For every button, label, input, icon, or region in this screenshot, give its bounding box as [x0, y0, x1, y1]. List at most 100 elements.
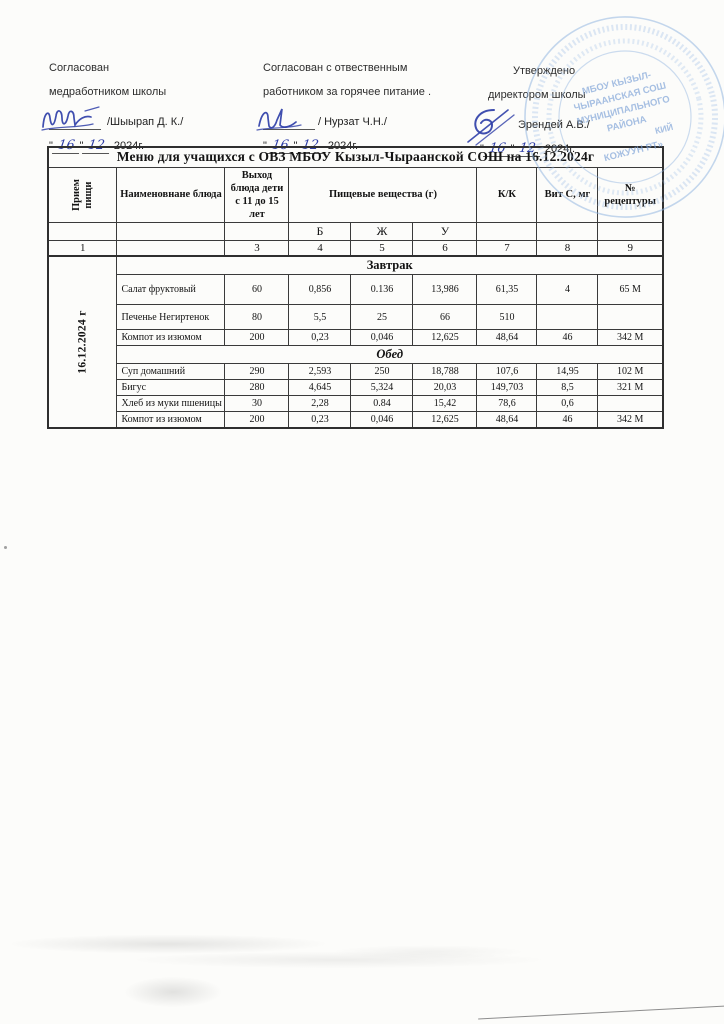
header-label: пищи: [82, 181, 94, 209]
signatory-name: /Шыырап Д. К./: [107, 116, 184, 128]
cell-fat: 0,046: [350, 411, 414, 428]
cell-carbs: 12,625: [412, 329, 478, 346]
table-row: Печенье Негиртенок 80 5,5 25 66 510: [48, 304, 664, 330]
handwritten-signature-icon: [256, 108, 302, 131]
signature-line: [263, 129, 315, 130]
cell-recipe: [597, 304, 664, 330]
cell-recipe: 342 М: [597, 411, 664, 428]
menu-table: Меню для учащихся с ОВЗ МБОУ Кызыл-Чыраа…: [47, 146, 664, 429]
cell-fat: 0.136: [350, 274, 414, 305]
approval-block-director: Утверждено директором школы Эрендей А.В.…: [467, 65, 668, 157]
cell-vitc: 4: [536, 274, 599, 305]
header-protein: Б: [288, 222, 352, 241]
column-number: 8: [536, 240, 599, 257]
handwritten-signature-icon: [41, 106, 100, 131]
cell-recipe: 342 М: [597, 329, 664, 346]
table-title: Меню для учащихся с ОВЗ МБОУ Кызыл-Чыраа…: [47, 146, 664, 168]
handwritten-signature-icon: [467, 109, 515, 146]
cell-yield: 290: [224, 363, 290, 380]
cell-kcal: 48,64: [476, 329, 538, 346]
cell-dish: Салат фруктовый: [116, 274, 226, 305]
table-row: Бигус 280 4,645 5,324 20,03 149,703 8,5 …: [48, 379, 664, 396]
section-lunch: Обед: [116, 345, 664, 364]
cell-fat: 25: [350, 304, 414, 330]
header-vitc: Вит С, мг: [536, 166, 599, 223]
cell-kcal: 78,6: [476, 395, 538, 412]
empty-cell: [116, 222, 226, 241]
approval-line: Утверждено: [513, 65, 576, 77]
cell-protein: 2,28: [288, 395, 352, 412]
cell-kcal: 510: [476, 304, 538, 330]
approval-line: работником за горячее питание .: [263, 86, 432, 98]
column-number: 6: [412, 240, 478, 257]
cell-protein: 4,645: [288, 379, 352, 396]
cell-dish: Компот из изюмом: [116, 329, 226, 346]
cell-kcal: 48,64: [476, 411, 538, 428]
cell-vitc: [536, 304, 599, 330]
cell-vitc: 14,95: [536, 363, 599, 380]
table-row: Салат фруктовый 60 0,856 0.136 13,986 61…: [48, 274, 664, 305]
cell-recipe: 65 М: [597, 274, 664, 305]
cell-recipe: [597, 395, 664, 412]
rotated-date-label: 16.12.2024 г: [76, 310, 89, 374]
approval-line: Согласован: [49, 62, 110, 74]
cell-kcal: 149,703: [476, 379, 538, 396]
header-fat: Ж: [350, 222, 414, 241]
empty-cell: [224, 222, 290, 241]
cell-carbs: 15,42: [412, 395, 478, 412]
cell-carbs: 18,788: [412, 363, 478, 380]
cell-dish: Бигус: [116, 379, 226, 396]
cell-vitc: 8,5: [536, 379, 599, 396]
cell-yield: 280: [224, 379, 290, 396]
cell-recipe: 102 М: [597, 363, 664, 380]
table-row: Хлеб из муки пшеницы 30 2,28 0.84 15,42 …: [48, 395, 664, 412]
cell-dish: Печенье Негиртенок: [116, 304, 226, 330]
cell-fat: 250: [350, 363, 414, 380]
header-yield: Выход блюда дети с 11 до 15 лет: [224, 166, 290, 223]
section-breakfast: Завтрак: [116, 255, 664, 275]
cell-protein: 2,593: [288, 363, 352, 380]
table-row: Компот из изюмом 200 0,23 0,046 12,625 4…: [48, 411, 664, 428]
cell-vitc: 0,6: [536, 395, 599, 412]
cell-yield: 200: [224, 329, 290, 346]
cell-carbs: 66: [412, 304, 478, 330]
header-carbs: У: [412, 222, 478, 241]
empty-cell: [47, 222, 118, 241]
cell-fat: 5,324: [350, 379, 414, 396]
approval-line: Согласован с отвественным: [263, 62, 408, 74]
header-meal-time: Прием пищи: [47, 166, 118, 223]
header-kcal: К/К: [476, 166, 538, 223]
cell-carbs: 12,625: [412, 411, 478, 428]
cell-carbs: 13,986: [412, 274, 478, 305]
cell-dish: Компот из изюмом: [116, 411, 226, 428]
cell-kcal: 61,35: [476, 274, 538, 305]
cell-vitc: 46: [536, 411, 599, 428]
empty-cell: [536, 222, 599, 241]
column-number: [116, 240, 226, 257]
column-number: 4: [288, 240, 352, 257]
signature-row: /Шыырап Д. К./: [41, 106, 264, 135]
cell-fat: 0,046: [350, 329, 414, 346]
empty-cell: [597, 222, 664, 241]
approval-line: медработником школы: [49, 86, 167, 98]
scan-artifact-speck: [4, 546, 7, 549]
column-number: 9: [597, 240, 664, 257]
signature-row: / Нурзат Ч.Н./: [256, 108, 488, 135]
column-number: 7: [476, 240, 538, 257]
header-label: Прием: [70, 178, 82, 211]
table-row: Компот из изюмом 200 0,23 0,046 12,625 4…: [48, 329, 664, 346]
cell-recipe: 321 М: [597, 379, 664, 396]
date-cell: 16.12.2024 г: [47, 255, 118, 428]
signatory-name: Эрендей А.В./: [518, 119, 590, 131]
signature-line: [49, 129, 101, 130]
column-number: 5: [350, 240, 414, 257]
cell-yield: 30: [224, 395, 290, 412]
approval-block-food-officer: Согласован с отвественным работником за …: [256, 62, 488, 154]
signature-row: Эрендей А.В./: [467, 109, 668, 146]
column-number: 1: [47, 240, 118, 257]
table-row: Суп домашний 290 2,593 250 18,788 107,6 …: [48, 363, 664, 380]
signatory-name: / Нурзат Ч.Н./: [318, 116, 387, 128]
cell-kcal: 107,6: [476, 363, 538, 380]
cell-protein: 0,23: [288, 329, 352, 346]
